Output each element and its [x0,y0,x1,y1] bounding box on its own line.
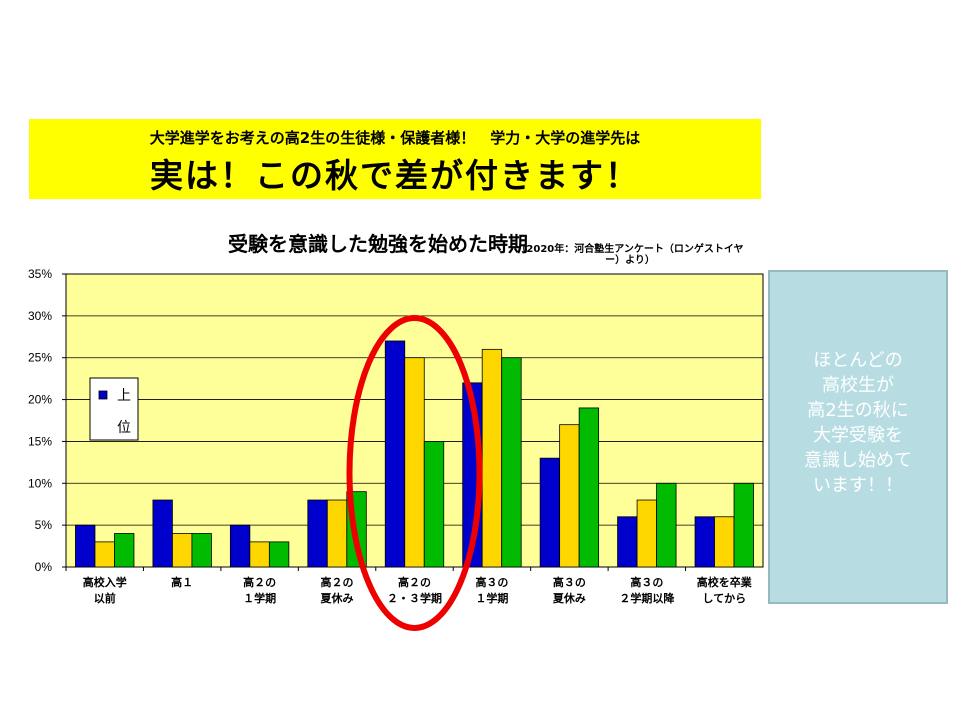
note-callout: ほとんどの高校生が高2生の秋に 大学受験を意識し始めて います！！ [768,270,948,604]
chart-title: 受験を意識した勉強を始めた時期 [228,232,528,256]
bar [152,499,173,568]
bar [481,348,503,568]
banner-heading: 実は！この秋で差が付きます！ [150,156,640,195]
x-tick-label: してから [702,592,746,605]
note-line: ほとんどの [813,350,903,371]
x-tick-label: 高２の [321,575,354,589]
y-tick-label: 30% [28,309,52,323]
bar [114,533,135,568]
bar [694,516,715,568]
headline-banner: 大学進学をお考えの高2生の生徒様・保護者様！ 学力・大学の進学先は 実は！この秋… [29,119,761,199]
bar [384,340,406,568]
x-tick-label: 高校入学 [83,575,127,589]
bar [75,524,96,568]
x-tick-label: 高３の [553,575,586,589]
x-tick-label: １学期 [475,591,508,605]
x-tick-label: 夏休み [321,591,354,605]
note-line: 高2生の秋に [807,400,909,421]
bar [404,357,425,568]
bar [559,424,580,568]
y-tick-label: 25% [28,351,52,365]
x-tick-label: 高校を卒業 [697,575,753,589]
bar [268,541,290,568]
x-tick-label: 高１ [171,575,193,589]
bar [172,533,193,568]
x-tick-label: 高２の [398,575,431,589]
legend-swatch [98,390,108,400]
bar [423,441,445,568]
bar [307,499,328,568]
legend-label: 上 [117,388,131,404]
chart-source-note: （2020年：河合塾生アンケート（ロンゲストイヤー）より） [516,244,744,266]
y-tick-label: 5% [35,518,53,532]
bar [733,482,754,568]
legend-box [89,377,139,441]
y-tick-label: 35% [28,267,52,281]
x-tick-label: 高２の [243,575,276,589]
y-tick-label: 20% [28,393,52,407]
x-tick-label: ２・３学期 [387,591,442,605]
bar [714,516,735,568]
x-tick-label: 以前 [94,591,116,605]
bar [94,541,115,568]
note-line: 高校生が [822,375,894,396]
bar [501,357,522,568]
x-tick-label: 高３の [475,575,508,589]
bar [229,524,251,568]
bar [249,541,270,568]
x-tick-label: 夏休み [553,591,586,605]
bar [636,499,657,568]
x-tick-label: １学期 [243,591,276,605]
bar [578,407,600,568]
x-tick-label: ２学期以降 [619,591,675,605]
bar [326,499,348,568]
note-line: 大学受験を [813,425,903,446]
y-tick-label: 15% [28,434,52,448]
y-tick-label: 10% [28,476,52,490]
note-line: 意識し始めて [804,450,912,471]
note-text: ほとんどの高校生が高2生の秋に 大学受験を意識し始めて います！！ [770,348,946,498]
note-line: います！！ [813,475,903,496]
bar [617,516,638,568]
bar [191,533,212,568]
highlight-ellipse [346,315,483,631]
legend-label: 位 [117,420,131,436]
banner-subheading: 大学進学をお考えの高2生の生徒様・保護者様！ 学力・大学の進学先は [149,129,641,147]
x-tick-label: 高３の [630,575,663,589]
bar [656,482,677,568]
y-tick-label: 0% [35,560,53,574]
bar [539,457,561,568]
